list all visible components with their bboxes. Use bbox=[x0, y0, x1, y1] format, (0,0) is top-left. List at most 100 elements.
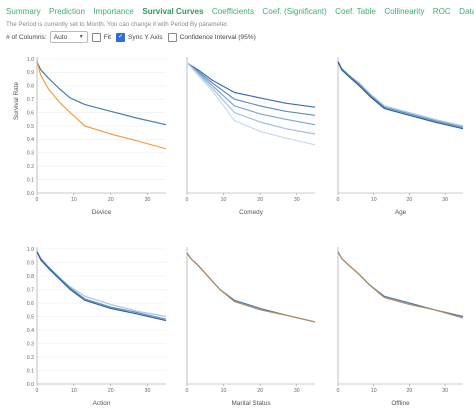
x-tick-label: 20 bbox=[257, 388, 263, 394]
series-line bbox=[186, 62, 316, 108]
y-tick-label: 0.7 bbox=[27, 287, 34, 293]
x-tick-label: 10 bbox=[71, 388, 77, 394]
y-tick-label: 0.8 bbox=[27, 84, 34, 90]
x-tick-label: 0 bbox=[337, 197, 340, 203]
y-tick-label: 0.0 bbox=[27, 191, 34, 197]
x-axis-label: Marital Status bbox=[231, 400, 270, 407]
x-tick-label: 30 bbox=[145, 197, 151, 203]
y-tick-label: 0.9 bbox=[27, 260, 34, 266]
y-tick-label: 0.7 bbox=[27, 97, 34, 103]
chart-panel: 0.0 0.1 0.2 0.3 0.4 0.5 0.6 0.7 0.8 0.9 1.0 0 10 20 30… bbox=[27, 247, 167, 407]
tab-coef-table[interactable]: Coef. Table bbox=[335, 7, 376, 16]
y-tick-label: 0.1 bbox=[27, 177, 34, 183]
y-tick-label: 0.0 bbox=[27, 382, 34, 388]
tab-survival-curves[interactable]: Survival Curves bbox=[142, 7, 204, 16]
tab-summary[interactable]: Summary bbox=[6, 7, 41, 16]
x-tick-label: 0 bbox=[186, 388, 189, 394]
x-tick-label: 0 bbox=[36, 197, 39, 203]
x-tick-label: 20 bbox=[407, 388, 413, 394]
tab-collinearity[interactable]: Collinearity bbox=[384, 7, 425, 16]
y-tick-label: 0.5 bbox=[27, 124, 34, 130]
chart-panel: 0 10 20 30 Offline bbox=[337, 247, 464, 407]
series-line bbox=[186, 252, 316, 323]
y-tick-label: 1.0 bbox=[27, 57, 34, 63]
tab-importance[interactable]: Importance bbox=[93, 7, 134, 16]
fit-checkbox[interactable]: Fit bbox=[91, 32, 112, 42]
y-tick-label: 0.2 bbox=[27, 355, 34, 361]
x-tick-label: 10 bbox=[371, 197, 377, 203]
tab-prediction[interactable]: Prediction bbox=[49, 7, 86, 16]
y-tick-label: 0.4 bbox=[27, 328, 34, 334]
x-tick-label: 20 bbox=[257, 197, 263, 203]
x-tick-label: 20 bbox=[108, 197, 114, 203]
series-line bbox=[186, 252, 316, 323]
columns-select[interactable]: Auto ▼ bbox=[49, 31, 88, 43]
y-tick-label: 0.6 bbox=[27, 301, 34, 307]
chart-panel: 0 10 20 30 Comedy bbox=[186, 57, 316, 216]
chart-panel: 0.0 0.1 0.2 0.3 0.4 0.5 0.6 0.7 0.8 0.9 1.0 0 10 20 30… bbox=[13, 57, 167, 216]
series-line bbox=[186, 62, 316, 146]
series-line bbox=[36, 251, 167, 320]
y-tick-label: 1.0 bbox=[27, 247, 34, 253]
tab-data[interactable]: Data bbox=[459, 7, 474, 16]
series-line bbox=[186, 62, 316, 135]
x-axis-label: Offline bbox=[391, 400, 410, 407]
x-axis-label: Action bbox=[93, 400, 111, 407]
x-tick-label: 10 bbox=[371, 388, 377, 394]
chart-panel: 0 10 20 30 Marital Status bbox=[186, 247, 316, 407]
x-axis-label: Comedy bbox=[239, 209, 264, 216]
sync-y-axis-label: Sync Y Axis bbox=[128, 33, 163, 41]
tab-coef-significant[interactable]: Coef. (Significant) bbox=[262, 7, 327, 16]
confidence-interval-label: Confidence Interval (95%) bbox=[179, 33, 256, 41]
fit-label: Fit bbox=[103, 33, 112, 41]
y-tick-label: 0.6 bbox=[27, 110, 34, 116]
x-tick-label: 10 bbox=[71, 197, 77, 203]
y-tick-label: 0.8 bbox=[27, 274, 34, 280]
x-tick-label: 30 bbox=[294, 388, 300, 394]
series-line bbox=[36, 251, 167, 322]
y-tick-label: 0.9 bbox=[27, 70, 34, 76]
sync-y-axis-checkbox[interactable]: ✓ Sync Y Axis bbox=[116, 32, 163, 42]
x-tick-label: 30 bbox=[442, 388, 448, 394]
x-tick-label: 10 bbox=[221, 388, 227, 394]
tab-roc[interactable]: ROC bbox=[432, 7, 451, 16]
chart-panel: 0 10 20 30 Age bbox=[337, 57, 464, 216]
series-line bbox=[186, 62, 316, 126]
fit-checkbox-box[interactable] bbox=[91, 32, 101, 42]
x-tick-label: 0 bbox=[36, 388, 39, 394]
series-line bbox=[36, 251, 167, 318]
check-icon[interactable]: ✓ bbox=[116, 32, 126, 42]
controls-bar: # of Columns: Auto ▼ Fit ✓ Sync Y Axis C… bbox=[6, 31, 261, 43]
series-line bbox=[337, 61, 464, 127]
x-tick-label: 0 bbox=[337, 388, 340, 394]
x-axis-label: Device bbox=[92, 209, 112, 216]
tab-coefficients[interactable]: Coefficients bbox=[211, 7, 255, 16]
x-tick-label: 30 bbox=[442, 197, 448, 203]
series-line bbox=[186, 62, 316, 116]
series-line bbox=[337, 251, 464, 318]
x-tick-label: 20 bbox=[407, 197, 413, 203]
x-tick-label: 20 bbox=[108, 388, 114, 394]
series-line bbox=[36, 61, 167, 150]
x-tick-label: 30 bbox=[145, 388, 151, 394]
period-info-text: The Period is currently set to Month. Yo… bbox=[6, 21, 229, 28]
y-tick-label: 0.4 bbox=[27, 137, 34, 143]
series-line bbox=[36, 61, 167, 126]
chevron-down-icon: ▼ bbox=[78, 34, 84, 40]
x-tick-label: 0 bbox=[186, 197, 189, 203]
series-line bbox=[337, 61, 464, 130]
columns-label: # of Columns: bbox=[6, 33, 47, 41]
series-line bbox=[337, 251, 464, 319]
x-tick-label: 30 bbox=[294, 197, 300, 203]
tab-bar: Summary Prediction Importance Survival C… bbox=[6, 7, 474, 20]
y-tick-label: 0.3 bbox=[27, 341, 34, 347]
confidence-interval-box[interactable] bbox=[167, 32, 177, 42]
confidence-interval-checkbox[interactable]: Confidence Interval (95%) bbox=[167, 32, 256, 42]
y-tick-label: 0.2 bbox=[27, 164, 34, 170]
columns-select-value: Auto bbox=[53, 33, 68, 41]
y-tick-label: 0.5 bbox=[27, 314, 34, 320]
y-tick-label: 0.1 bbox=[27, 368, 34, 374]
x-tick-label: 10 bbox=[221, 197, 227, 203]
y-axis-label: Survival Rate bbox=[13, 82, 20, 120]
